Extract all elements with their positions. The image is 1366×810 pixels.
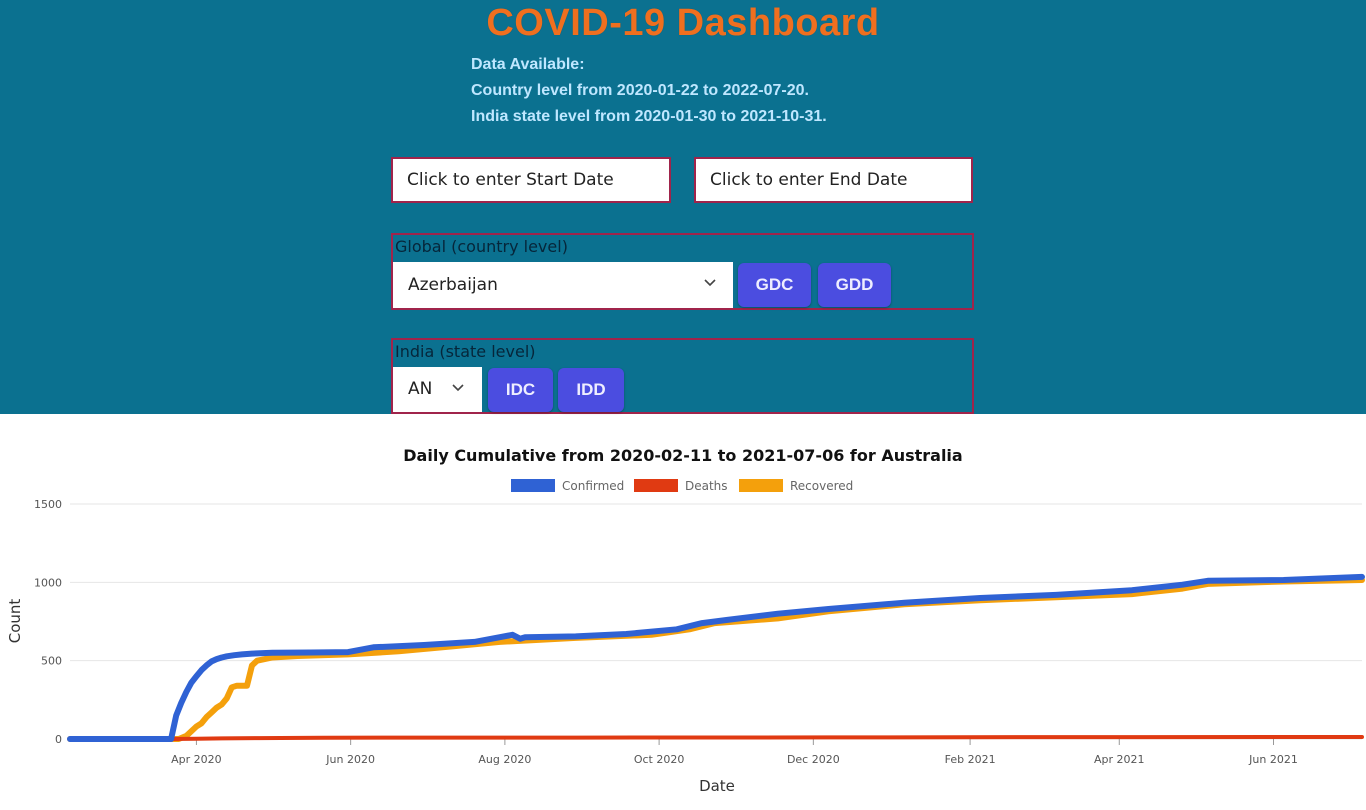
x-axis-label: Date [699,777,735,795]
y-axis-label: Count [6,599,24,644]
global-section: Global (country level) [391,233,974,310]
state-select[interactable]: AN [393,367,482,412]
chart-title: Daily Cumulative from 2020-02-11 to 2021… [403,446,962,465]
control-panel: COVID-19 Dashboard Data Available: Count… [0,0,1366,414]
chevron-down-icon [452,384,464,392]
legend-label-recovered: Recovered [790,479,853,493]
info-line: Data Available: [471,56,585,73]
legend-swatch-deaths [634,479,678,492]
info-line: Country level from 2020-01-22 to 2022-07… [471,82,809,99]
x-tick-label: Dec 2020 [787,753,840,766]
country-select-value: Azerbaijan [408,275,498,295]
series-line-confirmed [67,573,1365,742]
series-line-deaths [68,735,1364,741]
gdd-button[interactable]: GDD [818,263,891,307]
global-section-label: Global (country level) [395,237,568,256]
info-line: India state level from 2020-01-30 to 202… [471,108,827,125]
country-select[interactable]: Azerbaijan [393,262,733,308]
x-tick-label: Apr 2020 [171,753,222,766]
series-line-recovered [67,577,1365,742]
start-date-input[interactable]: Click to enter Start Date [391,157,671,203]
state-select-value: AN [408,379,433,399]
x-tick-label: Oct 2020 [634,753,685,766]
y-tick-label: 1000 [34,576,62,589]
legend-label-confirmed: Confirmed [562,479,624,493]
chevron-down-icon [704,279,716,287]
data-availability-info: Data Available: Country level from 2020-… [471,52,827,130]
page-title: COVID-19 Dashboard [486,2,880,44]
legend-swatch-recovered [739,479,783,492]
y-tick-label: 500 [41,655,62,668]
india-section: India (state level) [391,338,974,414]
end-date-input[interactable]: Click to enter End Date [694,157,973,203]
y-tick-label: 1500 [34,498,62,511]
legend-label-deaths: Deaths [685,479,728,493]
cumulative-line-chart: Daily Cumulative from 2020-02-11 to 2021… [6,446,1365,795]
legend-swatch-confirmed [511,479,555,492]
x-tick-label: Jun 2020 [325,753,375,766]
x-tick-label: Aug 2020 [478,753,531,766]
idc-button[interactable]: IDC [488,368,553,412]
x-tick-label: Apr 2021 [1094,753,1145,766]
x-tick-label: Jun 2021 [1248,753,1298,766]
india-section-label: India (state level) [395,342,536,361]
y-tick-label: 0 [55,733,62,746]
x-tick-label: Feb 2021 [945,753,996,766]
gdc-button[interactable]: GDC [738,263,811,307]
idd-button[interactable]: IDD [558,368,624,412]
